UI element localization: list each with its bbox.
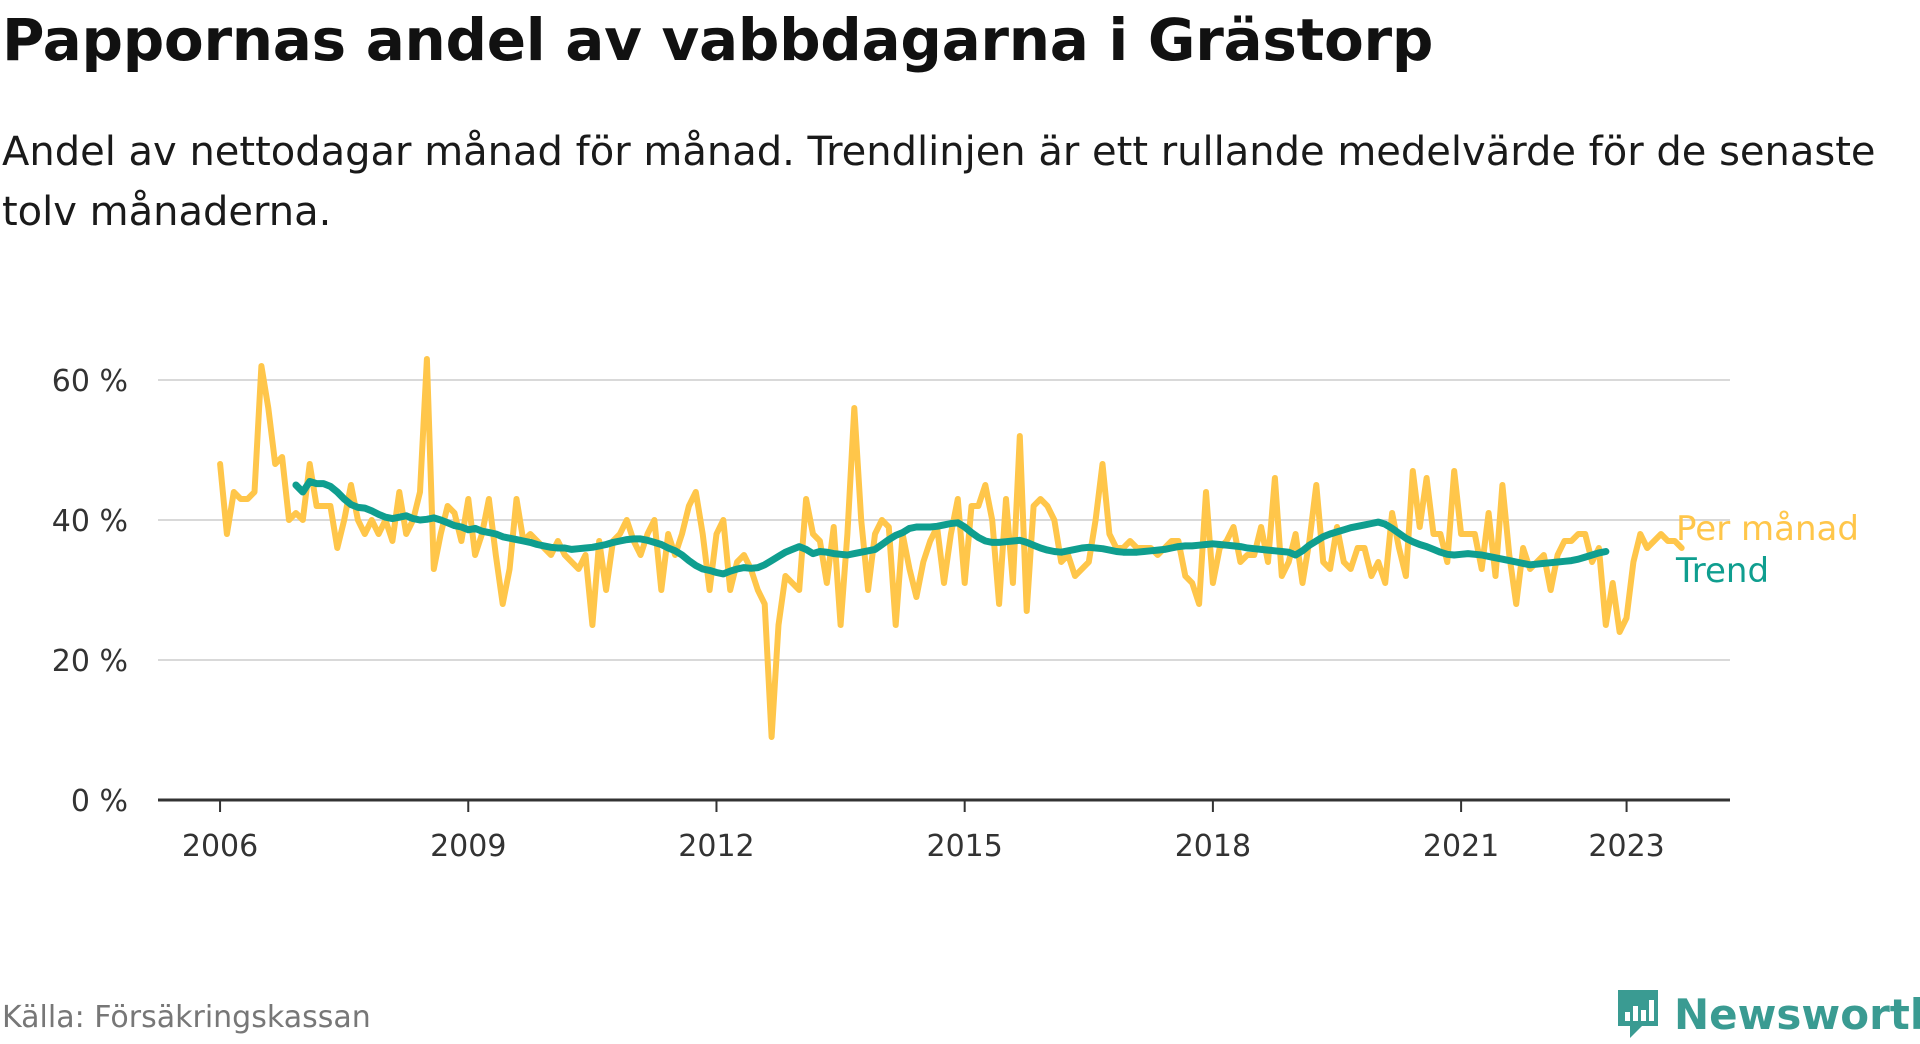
legend-label-monthly: Per månad <box>1676 509 1859 549</box>
y-axis-tick-labels: 0 % 20 % 40 % 60 % <box>52 364 128 819</box>
brand-logo[interactable]: Newsworthy <box>1614 984 1920 1044</box>
chart-title: Pappornas andel av vabbdagarna i Grästor… <box>2 6 1434 74</box>
x-tick-label: 2006 <box>182 829 258 864</box>
x-tick-label: 2018 <box>1175 829 1251 864</box>
chart-subtitle: Andel av nettodagar månad för månad. Tre… <box>2 129 1876 235</box>
x-tick-label: 2021 <box>1423 829 1499 864</box>
legend-label-trend: Trend <box>1675 551 1769 591</box>
series-line-trend <box>292 478 1610 578</box>
x-tick-label: 2023 <box>1588 829 1664 864</box>
x-tick-label: 2015 <box>927 829 1003 864</box>
x-axis: 2006 2009 2012 2015 2018 2021 2023 <box>158 798 1730 864</box>
series-lines <box>217 356 1685 740</box>
y-tick-label: 60 % <box>52 364 128 399</box>
y-tick-label: 20 % <box>52 644 128 679</box>
x-tick-label: 2009 <box>430 829 506 864</box>
brand-name: Newsworthy <box>1674 989 1920 1039</box>
newsworthy-logo-icon <box>1618 990 1658 1038</box>
source-note: Källa: Försäkringskassan <box>2 1000 371 1035</box>
series-line-monthly <box>217 356 1685 740</box>
y-tick-label: 0 % <box>71 784 128 819</box>
y-tick-label: 40 % <box>52 504 128 539</box>
x-tick-label: 2012 <box>678 829 754 864</box>
